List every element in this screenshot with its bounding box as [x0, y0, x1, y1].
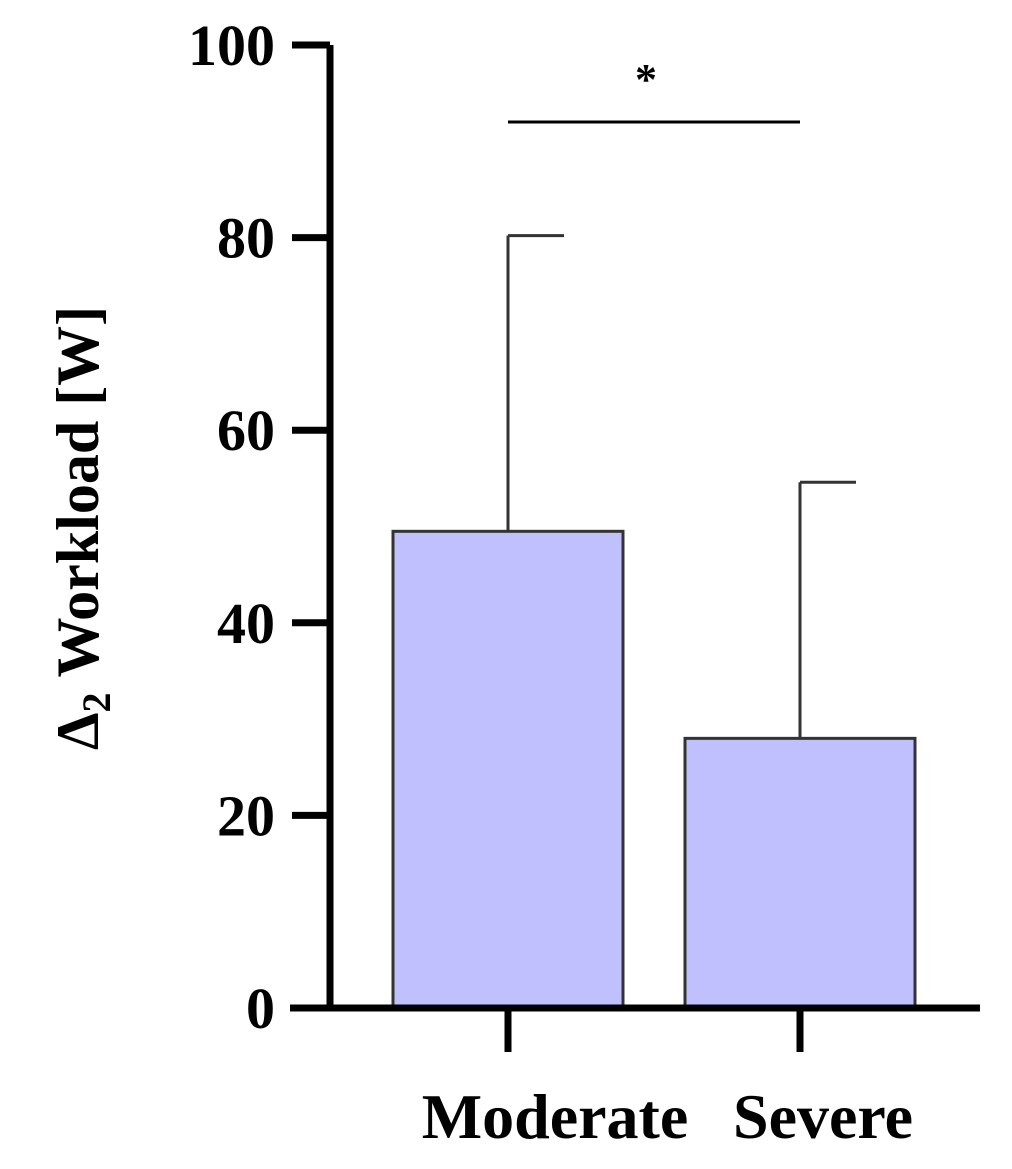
y-tick-label-0: 0: [246, 976, 275, 1041]
y-axis-title: Δ2 Workload [W]: [45, 306, 119, 750]
y-tick-label-20: 20: [217, 783, 275, 848]
x-category-label-moderate: Moderate: [422, 1081, 689, 1152]
axes-layer: [290, 45, 980, 1012]
y-axis-title-symbol: Δ: [45, 713, 111, 751]
y-axis-title-text: Workload [W]: [45, 306, 111, 693]
bars-layer: [391, 529, 917, 1010]
x-categories-layer: Moderate Severe: [422, 1008, 913, 1152]
y-tick-label-60: 60: [217, 398, 275, 463]
y-tick-label-80: 80: [217, 206, 275, 271]
svg-text:Δ2 Workload [W]: Δ2 Workload [W]: [45, 306, 119, 750]
y-axis-title-subscript: 2: [74, 693, 119, 713]
significance-layer: *: [508, 55, 800, 124]
error-bars-layer: [506, 234, 856, 739]
y-ticks-layer: 0 20 40 60 80 100: [188, 13, 330, 1041]
y-tick-label-40: 40: [217, 591, 275, 656]
bar-moderate: [391, 529, 625, 1010]
y-tick-label-100: 100: [188, 13, 275, 78]
bar-severe: [683, 736, 917, 1010]
x-category-label-severe: Severe: [733, 1081, 913, 1152]
significance-label: *: [635, 55, 657, 104]
